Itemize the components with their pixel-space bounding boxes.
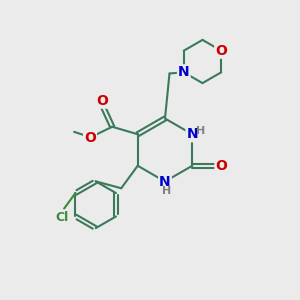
Text: O: O	[84, 131, 96, 145]
Text: N: N	[187, 127, 198, 141]
Text: H: H	[196, 126, 205, 136]
Text: O: O	[96, 94, 108, 108]
Text: O: O	[215, 44, 227, 58]
Text: N: N	[159, 175, 171, 188]
Text: H: H	[162, 186, 171, 196]
Text: O: O	[215, 159, 227, 173]
Text: N: N	[178, 65, 190, 79]
Text: Cl: Cl	[55, 211, 68, 224]
